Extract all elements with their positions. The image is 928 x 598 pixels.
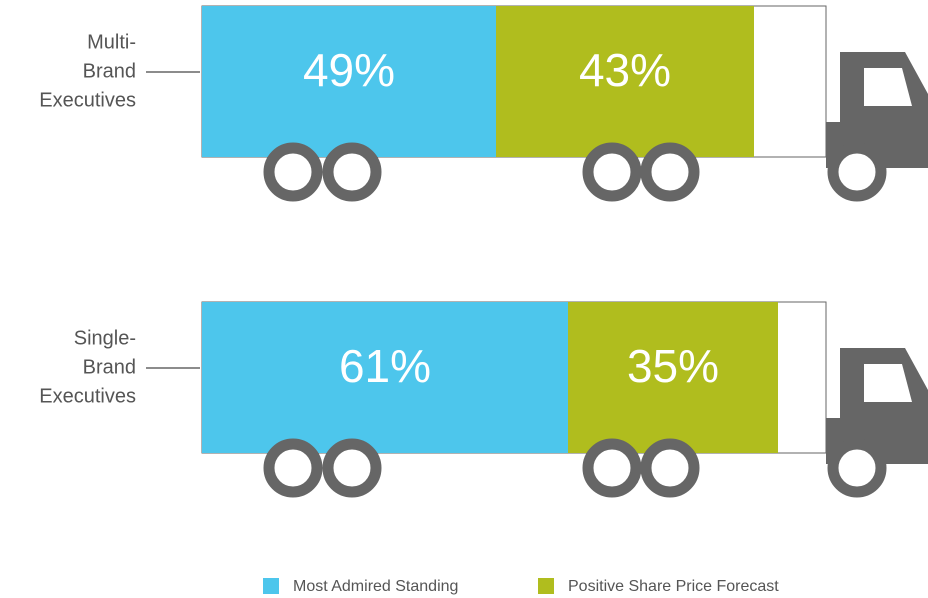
category-label: Single-	[74, 327, 136, 349]
legend-label: Positive Share Price Forecast	[568, 578, 779, 595]
bar-segment	[202, 6, 496, 157]
value-label: 35%	[627, 340, 719, 392]
wheel	[640, 142, 700, 202]
wheel	[263, 438, 323, 498]
bar-segment	[496, 6, 754, 157]
wheel	[827, 142, 887, 202]
legend-label: Most Admired Standing	[293, 578, 458, 595]
wheel	[582, 438, 642, 498]
wheel	[322, 438, 382, 498]
legend-swatch	[538, 578, 554, 594]
wheel	[322, 142, 382, 202]
value-label: 61%	[339, 340, 431, 392]
category-label: Executives	[39, 385, 136, 407]
wheel	[827, 438, 887, 498]
value-label: 49%	[303, 44, 395, 96]
cab-window	[864, 364, 912, 402]
cab-window	[864, 68, 912, 106]
category-label: Brand	[83, 356, 136, 378]
value-label: 43%	[579, 44, 671, 96]
category-label: Brand	[83, 60, 136, 82]
bar-segment	[568, 302, 778, 453]
category-label: Multi-	[87, 31, 136, 53]
wheel	[582, 142, 642, 202]
wheel	[263, 142, 323, 202]
bar-segment	[202, 302, 568, 453]
legend-swatch	[263, 578, 279, 594]
category-label: Executives	[39, 89, 136, 111]
wheel	[640, 438, 700, 498]
